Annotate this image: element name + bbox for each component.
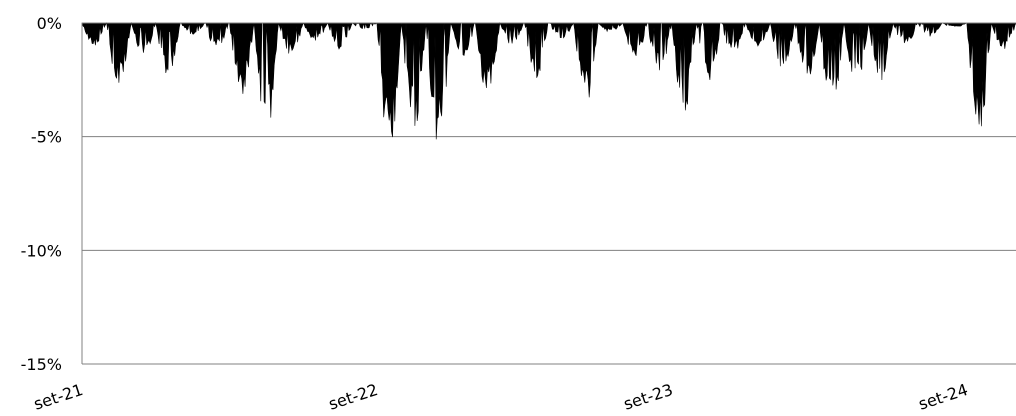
y-tick-label: -10% [21,241,62,260]
x-tick-label: set-22 [326,380,380,414]
y-tick-label: 0% [37,14,62,33]
gridlines [82,22,1016,365]
y-tick-labels: 0% -5% -10% -15% [21,14,62,374]
axes [81,22,1016,364]
y-tick-label: -15% [21,355,62,374]
x-tick-label: set-21 [31,380,85,414]
x-tick-label: set-24 [916,380,970,414]
y-tick-label: -5% [31,128,62,147]
x-tick-label: set-23 [621,380,675,414]
x-tick-labels: set-21 set-22 set-23 set-24 [31,380,970,414]
drawdown-area [81,21,1016,140]
drawdown-area-series [81,21,1016,140]
